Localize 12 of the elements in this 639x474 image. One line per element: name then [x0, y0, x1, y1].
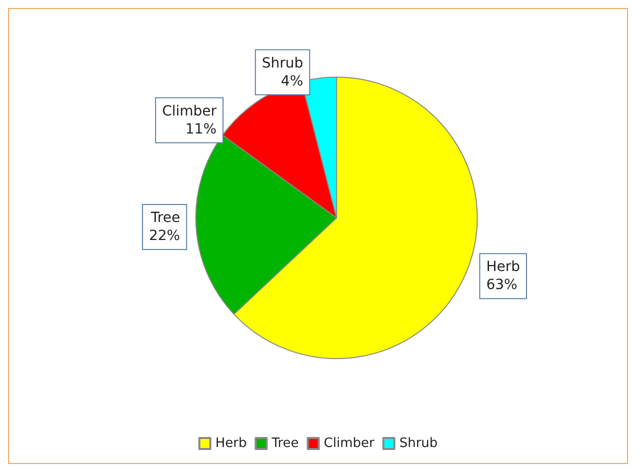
- legend-label: Climber: [324, 436, 375, 451]
- slice-label: Tree: [150, 210, 180, 226]
- legend-label: Tree: [270, 436, 299, 451]
- data-label: 11%: [185, 121, 217, 138]
- data-label: 4%: [280, 73, 304, 90]
- legend-label: Herb: [215, 436, 247, 451]
- slice-label: Shrub: [262, 55, 304, 72]
- legend-label: Shrub: [399, 436, 438, 451]
- slice-label: Herb: [486, 259, 520, 276]
- data-label: 63%: [486, 277, 518, 294]
- slice-label: Climber: [162, 103, 217, 120]
- data-label: 22%: [148, 228, 180, 244]
